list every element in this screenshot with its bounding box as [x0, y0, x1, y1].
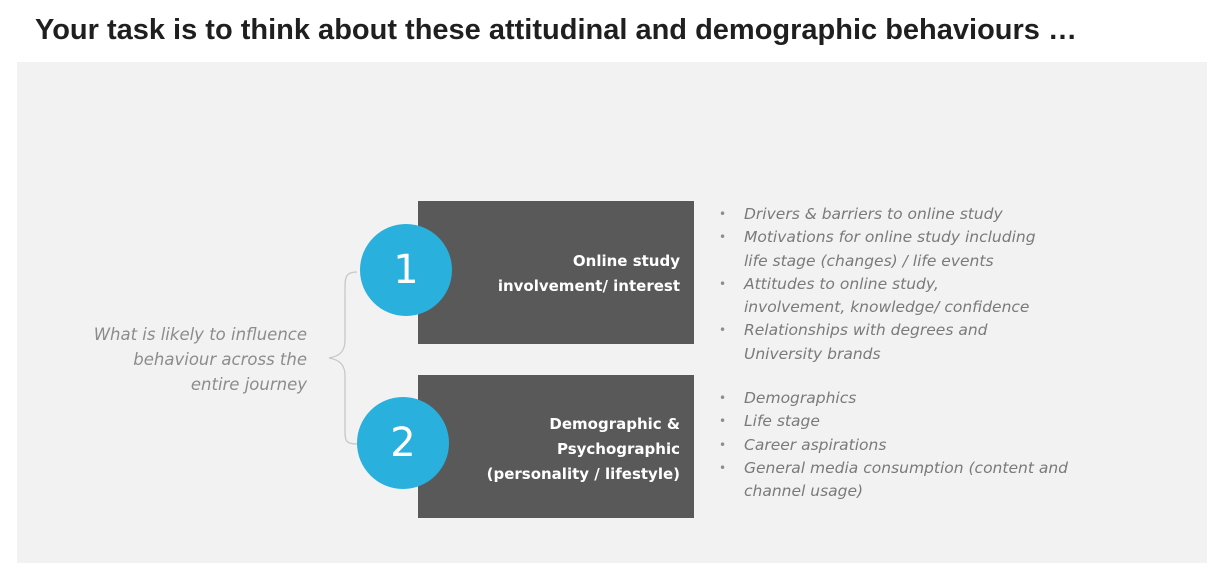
curly-bracket: [328, 271, 358, 445]
number-badge-1: 1: [360, 224, 452, 316]
bullet-icon: •: [719, 323, 727, 338]
list-item: • Life stage: [719, 410, 1079, 433]
bullet-list-2: • Demographics • Life stage • Career asp…: [719, 387, 1079, 503]
category-box-1: Online study involvement/ interest: [418, 201, 694, 344]
bullet-icon: •: [719, 230, 727, 245]
question-line: behaviour across the: [133, 350, 307, 369]
label-line: Psychographic: [556, 440, 680, 458]
bullet-icon: •: [719, 391, 727, 405]
question-line: entire journey: [190, 375, 307, 394]
label-line: Online study: [572, 252, 680, 270]
bullet-icon: •: [719, 276, 727, 291]
list-item: • Career aspirations: [719, 434, 1079, 457]
bullet-list-1: • Drivers & barriers to online study • M…: [719, 203, 1049, 366]
slide-title: Your task is to think about these attitu…: [35, 14, 1077, 46]
list-item: • General media consumption (content and…: [719, 458, 1068, 501]
category-label-2: Demographic & Psychographic (personality…: [450, 412, 680, 487]
label-line: involvement/ interest: [497, 277, 680, 295]
bullet-icon: •: [719, 207, 727, 221]
list-item: • Drivers & barriers to online study: [719, 203, 1049, 226]
question-line: What is likely to influence: [93, 325, 307, 344]
diagram-panel: What is likely to influence behaviour ac…: [17, 62, 1207, 563]
category-box-2: Demographic & Psychographic (personality…: [418, 375, 694, 518]
number-badge-2: 2: [357, 397, 449, 489]
list-item: • Motivations for online study including…: [719, 228, 1036, 270]
list-item: • Attitudes to online study, involvement…: [719, 274, 1030, 317]
list-item: • Relationships with degrees and Univers…: [719, 321, 988, 363]
bullet-icon: •: [719, 437, 727, 452]
bullet-icon: •: [719, 460, 727, 475]
category-label-1: Online study involvement/ interest: [450, 249, 680, 299]
bullet-icon: •: [719, 414, 727, 429]
list-item: • Demographics: [719, 387, 1079, 410]
label-line: (personality / lifestyle): [486, 465, 680, 483]
question-text: What is likely to influence behaviour ac…: [57, 322, 307, 397]
label-line: Demographic &: [549, 415, 680, 433]
